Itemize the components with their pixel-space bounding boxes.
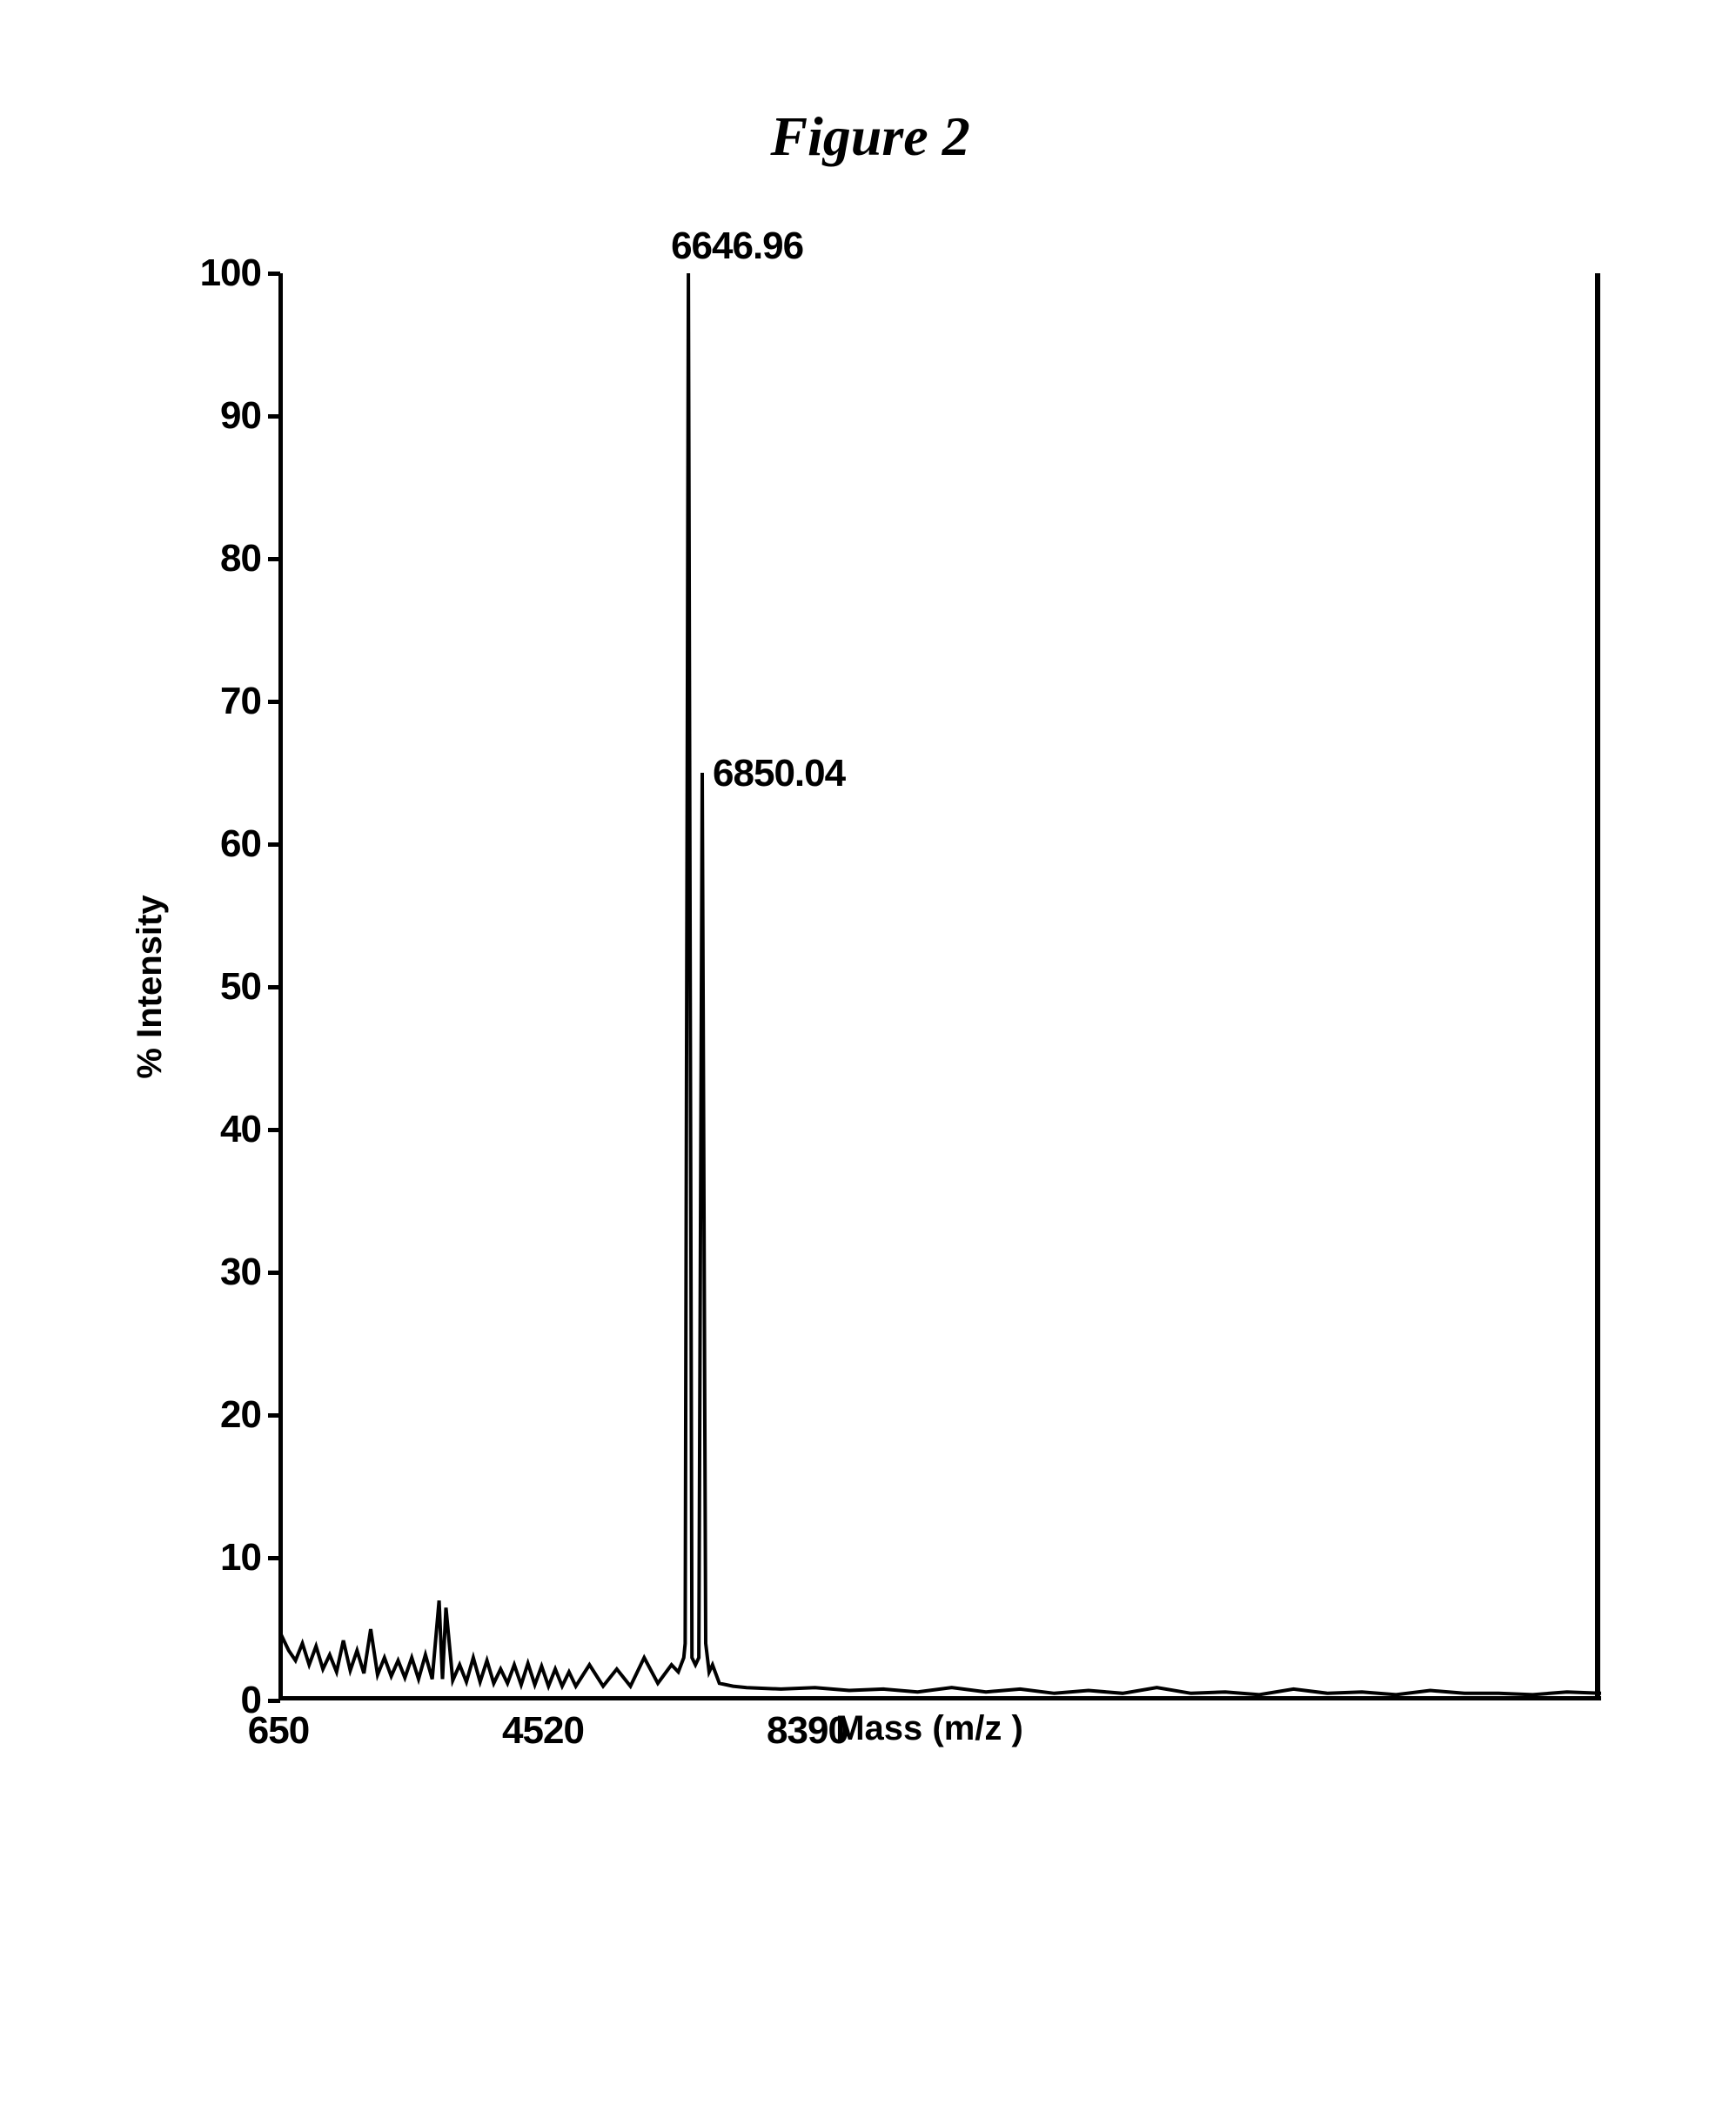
spectrum-trace [278, 273, 1601, 1700]
y-tick-label: 30 [220, 1251, 261, 1294]
mass-spectrum-chart: % Intensity 0102030405060708090100 65045… [157, 273, 1619, 1805]
peak-label: 6646.96 [671, 225, 803, 268]
peak-label: 6850.04 [713, 752, 845, 795]
y-tick-label: 10 [220, 1536, 261, 1580]
x-tick-label: 650 [248, 1709, 309, 1753]
y-axis-title: % Intensity [131, 895, 170, 1078]
y-tick-label: 70 [220, 680, 261, 723]
y-tick-label: 60 [220, 822, 261, 866]
y-tick-label: 20 [220, 1393, 261, 1437]
x-tick-label: 4520 [502, 1709, 584, 1753]
y-tick-label: 100 [200, 252, 261, 295]
y-tick-label: 40 [220, 1108, 261, 1151]
y-tick-label: 90 [220, 394, 261, 438]
figure-title: Figure 2 [87, 104, 1653, 169]
y-tick-label: 50 [220, 965, 261, 1009]
y-tick-label: 80 [220, 537, 261, 580]
x-axis-title: Mass (m/z ) [835, 1709, 1023, 1748]
